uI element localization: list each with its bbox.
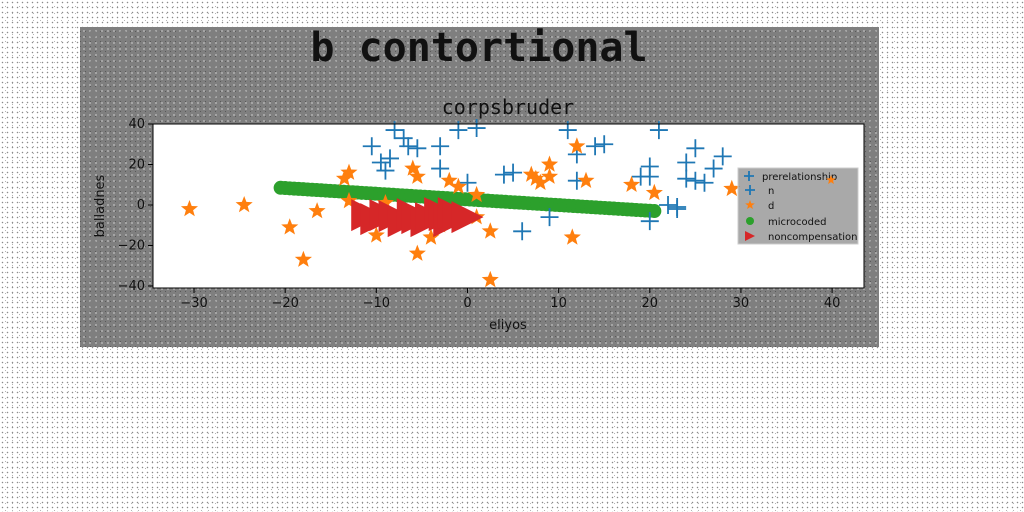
data-point xyxy=(394,129,413,148)
data-point xyxy=(595,135,614,154)
data-point xyxy=(468,185,486,203)
data-point xyxy=(308,202,326,219)
series-microcoded xyxy=(273,180,662,219)
data-point xyxy=(422,228,440,245)
y-tick-label: 40 xyxy=(128,117,145,132)
data-point xyxy=(467,119,486,138)
x-tick-label: 20 xyxy=(642,296,659,311)
data-point xyxy=(695,173,714,192)
data-point xyxy=(362,137,381,156)
data-point xyxy=(677,169,696,188)
data-point xyxy=(431,137,450,156)
data-point xyxy=(481,222,499,239)
x-tick-label: −10 xyxy=(363,296,390,311)
data-point xyxy=(408,244,426,261)
data-point xyxy=(451,201,484,234)
data-point xyxy=(640,167,659,186)
x-tick-label: 30 xyxy=(733,296,750,311)
data-point xyxy=(577,171,595,188)
legend-label: noncompensation xyxy=(768,232,857,243)
data-point xyxy=(659,195,678,214)
data-point xyxy=(235,196,253,213)
data-point xyxy=(481,270,499,288)
y-axis: −40 −20 0 20 40 xyxy=(118,117,153,294)
data-point xyxy=(645,183,663,201)
x-tick-label: −30 xyxy=(180,296,207,311)
legend-title-marker xyxy=(826,175,836,184)
data-point xyxy=(527,169,545,186)
series-noncompensation xyxy=(351,197,484,238)
legend-label: d xyxy=(768,201,774,212)
legend: prerelationship nd microcoded noncompensat… xyxy=(737,167,859,245)
x-axis-label: eliyos xyxy=(489,318,527,333)
x-axis: −30 −20 −10 0 10 20 30 40 xyxy=(180,288,840,311)
data-point xyxy=(449,177,467,194)
data-point xyxy=(686,139,705,158)
y-tick-label: −40 xyxy=(118,279,145,294)
legend-title: prerelationship xyxy=(762,172,837,183)
data-point xyxy=(376,161,395,180)
data-point xyxy=(458,173,477,192)
data-point xyxy=(668,200,687,219)
data-point xyxy=(568,137,586,154)
data-point xyxy=(504,163,523,182)
data-point xyxy=(723,179,741,197)
data-point xyxy=(513,222,532,241)
data-point xyxy=(522,165,540,182)
data-point xyxy=(713,147,732,166)
legend-marker xyxy=(745,200,755,209)
y-axis-label: balladnes xyxy=(93,174,108,237)
figure-suptitle: b contortional xyxy=(310,25,648,71)
data-marks xyxy=(180,119,741,288)
legend-label: microcoded xyxy=(768,217,827,228)
series-n xyxy=(362,119,732,241)
data-point xyxy=(686,171,705,190)
y-tick-label: 0 xyxy=(137,198,145,213)
data-point xyxy=(540,208,559,227)
legend-marker xyxy=(745,185,755,195)
legend-box xyxy=(737,167,859,245)
data-point xyxy=(371,153,390,172)
data-point xyxy=(376,194,394,211)
x-tick-label: 10 xyxy=(550,296,567,311)
legend-marker xyxy=(745,231,755,241)
data-point xyxy=(281,218,299,235)
data-point xyxy=(704,159,723,178)
y-tick-label: −20 xyxy=(118,238,145,253)
chart-title: corpsbruder xyxy=(442,95,574,119)
legend-title-marker xyxy=(744,171,754,181)
data-point xyxy=(623,175,641,192)
legend-marker xyxy=(746,217,754,225)
data-point xyxy=(408,139,427,158)
x-tick-label: 0 xyxy=(463,296,471,311)
x-tick-label: −20 xyxy=(271,296,298,311)
data-point xyxy=(647,204,662,219)
x-tick-label: 40 xyxy=(824,296,841,311)
data-point xyxy=(541,167,559,184)
data-point xyxy=(586,137,605,156)
data-point xyxy=(563,228,581,245)
y-tick-label: 20 xyxy=(128,157,145,172)
data-point xyxy=(381,149,399,168)
data-point xyxy=(531,173,549,190)
data-point xyxy=(494,165,513,184)
data-point xyxy=(408,167,426,184)
data-point xyxy=(440,171,458,188)
data-point xyxy=(677,153,696,172)
plot-frame xyxy=(152,123,865,289)
data-point xyxy=(340,163,358,180)
data-point xyxy=(340,191,358,209)
data-point xyxy=(404,159,422,176)
data-point xyxy=(640,212,659,231)
data-point xyxy=(180,200,198,217)
data-point xyxy=(367,226,385,243)
data-point xyxy=(431,159,450,178)
legend-label: n xyxy=(768,186,774,197)
data-point xyxy=(399,137,418,156)
data-point xyxy=(294,250,312,267)
data-point xyxy=(541,155,559,172)
